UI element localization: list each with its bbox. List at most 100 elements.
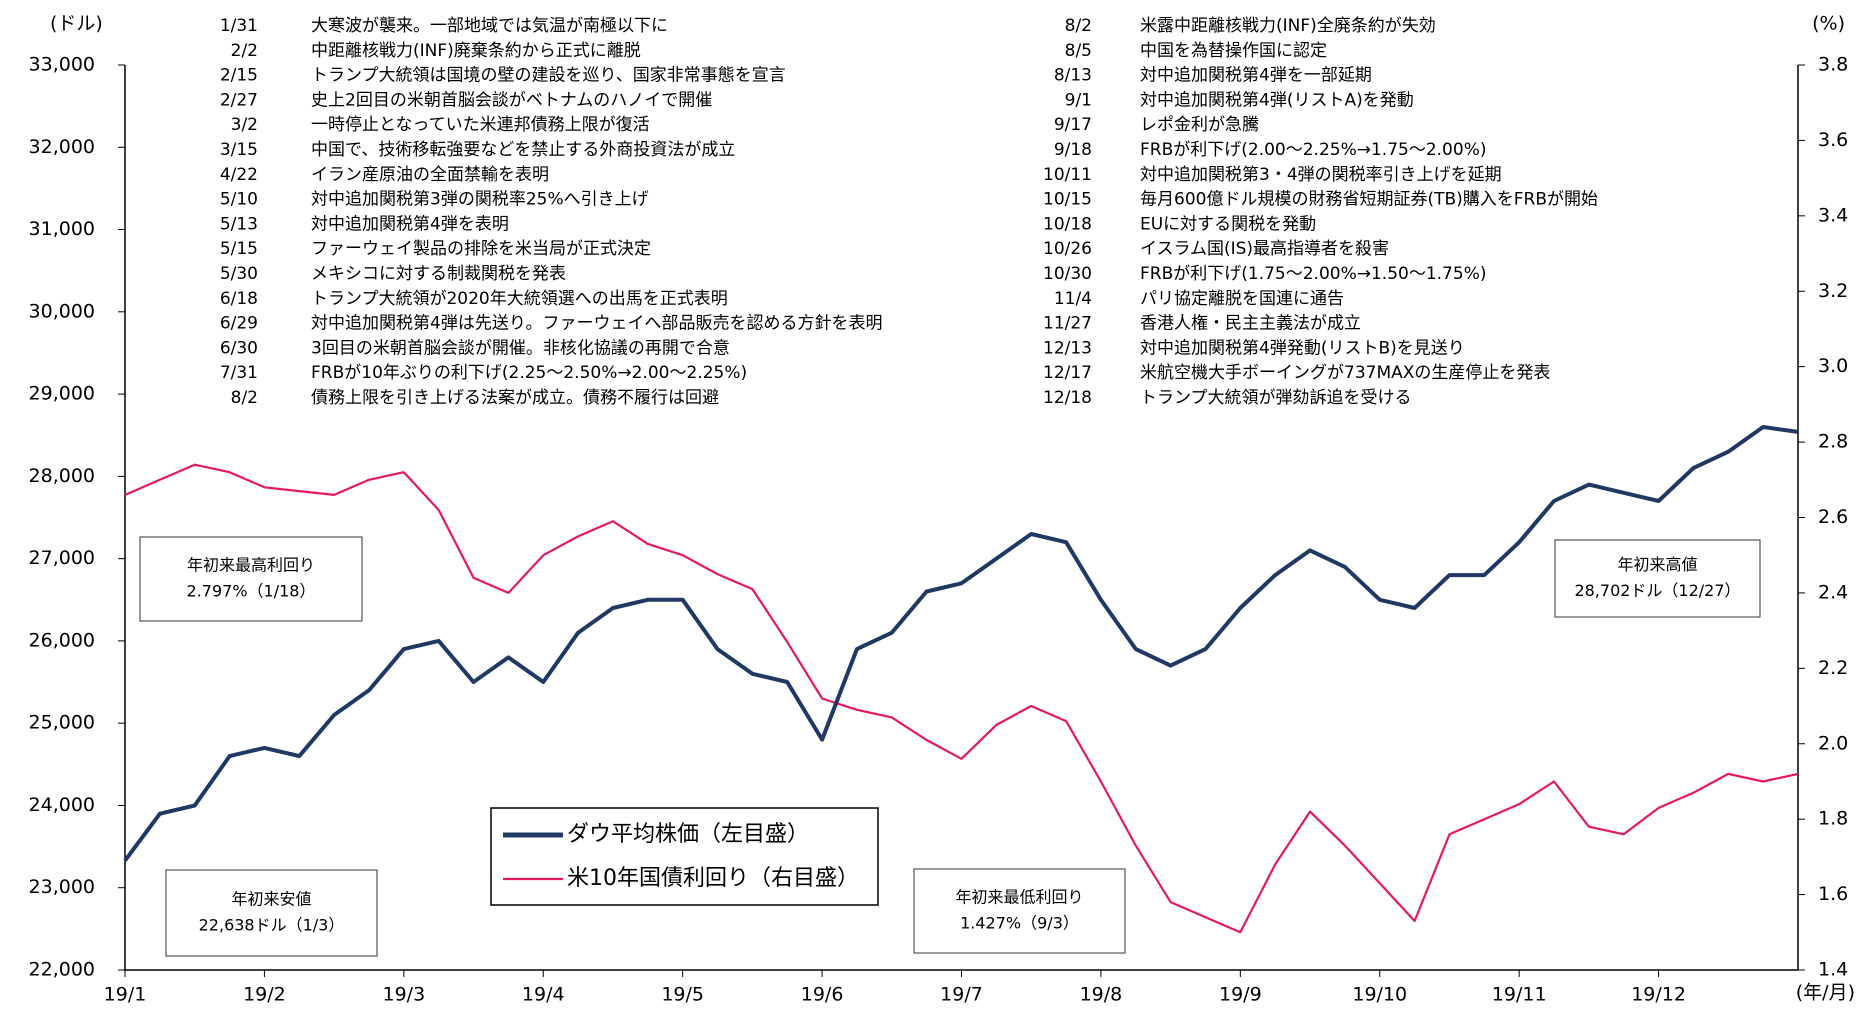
x-tick-label: 19/2 xyxy=(243,984,286,1006)
event-text: FRBが利下げ(1.75～2.00%→1.50～1.75%) xyxy=(1140,264,1486,284)
event-date: 10/26 xyxy=(1043,239,1092,259)
series-line xyxy=(124,463,1799,934)
event-text: EUに対する関税を発動 xyxy=(1140,214,1316,234)
callout-text: 年初来最低利回り xyxy=(955,888,1083,907)
event-text: ファーウェイ製品の排除を米当局が正式決定 xyxy=(311,239,651,259)
event-date: 12/13 xyxy=(1043,338,1092,358)
y2-tick-label: 1.8 xyxy=(1818,808,1848,830)
y-tick-label: 23,000 xyxy=(29,876,95,898)
event-date: 12/17 xyxy=(1043,363,1092,383)
callout-text: 22,638ドル（1/3） xyxy=(199,916,345,935)
event-date: 8/2 xyxy=(231,388,258,408)
event-text: 債務上限を引き上げる法案が成立。債務不履行は回避 xyxy=(311,388,719,408)
event-date: 8/13 xyxy=(1054,66,1092,86)
callout-text: 28,702ドル（12/27） xyxy=(1574,581,1740,600)
callout-box xyxy=(913,868,1126,954)
callout-text: 年初来安値 xyxy=(231,890,311,909)
y-tick-label: 32,000 xyxy=(29,136,95,158)
event-text: イスラム国(IS)最高指導者を殺害 xyxy=(1140,239,1389,259)
legend-box xyxy=(490,807,879,906)
y2-unit: (%) xyxy=(1812,13,1845,35)
event-text: 対中追加関税第4弾を一部延期 xyxy=(1140,66,1372,86)
event-date: 2/2 xyxy=(231,41,258,61)
y-tick-label: 24,000 xyxy=(29,794,95,816)
event-text: 対中追加関税第3・4弾の関税率引き上げを延期 xyxy=(1140,165,1502,185)
event-text: 対中追加関税第4弾は先送り。ファーウェイへ部品販売を認める方針を表明 xyxy=(311,314,882,334)
y2-tick-label: 2.0 xyxy=(1818,732,1848,754)
y-tick-label: 31,000 xyxy=(29,218,95,240)
event-date: 3/2 xyxy=(231,115,258,135)
event-text: 米露中距離核戦力(INF)全廃条約が失効 xyxy=(1140,16,1436,36)
event-date: 9/18 xyxy=(1054,140,1092,160)
x-tick-label: 19/6 xyxy=(801,984,844,1006)
callout-text: 年初来最高利回り xyxy=(187,556,315,575)
event-text: 一時停止となっていた米連邦債務上限が復活 xyxy=(311,115,650,135)
y2-tick-label: 2.8 xyxy=(1818,431,1848,453)
event-date: 12/18 xyxy=(1043,388,1092,408)
event-date: 4/22 xyxy=(220,165,258,185)
event-date: 10/11 xyxy=(1043,165,1092,185)
y-unit: (ドル) xyxy=(50,13,103,35)
y-tick-label: 27,000 xyxy=(29,547,95,569)
event-date: 7/31 xyxy=(220,363,258,383)
y-tick-label: 28,000 xyxy=(29,465,95,487)
x-tick-label: 19/7 xyxy=(940,984,983,1006)
event-text: FRBが10年ぶりの利下げ(2.25～2.50%→2.00～2.25%) xyxy=(311,363,747,383)
event-date: 8/5 xyxy=(1065,41,1092,61)
event-date: 5/30 xyxy=(220,264,258,284)
y2-tick-label: 1.4 xyxy=(1818,959,1848,981)
event-date: 1/31 xyxy=(220,16,258,36)
event-text: 毎月600億ドル規模の財務省短期証券(TB)購入をFRBが開始 xyxy=(1140,190,1598,210)
event-date: 8/2 xyxy=(1065,16,1092,36)
x-tick-label: 19/8 xyxy=(1080,984,1123,1006)
event-text: トランプ大統領が弾劾訴追を受ける xyxy=(1140,388,1412,408)
y-tick-label: 30,000 xyxy=(29,300,95,322)
y-tick-label: 33,000 xyxy=(29,54,95,76)
event-text: トランプ大統領は国境の壁の建設を巡り、国家非常事態を宣言 xyxy=(311,66,786,86)
x-tick-label: 19/10 xyxy=(1352,984,1407,1006)
x-tick-label: 19/3 xyxy=(382,984,425,1006)
x-tick-label: 19/1 xyxy=(104,984,147,1006)
y-tick-label: 22,000 xyxy=(29,959,95,981)
y2-tick-label: 3.4 xyxy=(1818,204,1848,226)
event-date: 6/30 xyxy=(220,338,258,358)
event-date: 9/17 xyxy=(1054,115,1092,135)
y-tick-label: 25,000 xyxy=(29,712,95,734)
legend-label: 米10年国債利回り（右目盛） xyxy=(567,866,859,891)
callout-text: 2.797%（1/18） xyxy=(187,582,316,601)
series-line xyxy=(123,425,1799,862)
event-text: メキシコに対する制裁関税を発表 xyxy=(311,264,566,284)
event-date: 11/4 xyxy=(1054,289,1092,309)
event-text: 3回目の米朝首脳会談が開催。非核化協議の再開で合意 xyxy=(311,338,730,358)
callout-box xyxy=(139,536,363,622)
y2-tick-label: 3.0 xyxy=(1818,355,1848,377)
event-text: レポ金利が急騰 xyxy=(1140,115,1259,135)
event-text: 対中追加関税第4弾を表明 xyxy=(311,214,509,234)
y-tick-label: 29,000 xyxy=(29,383,95,405)
event-date: 9/1 xyxy=(1065,90,1092,110)
event-date: 10/18 xyxy=(1043,214,1092,234)
event-text: 中国で、技術移転強要などを禁止する外商投資法が成立 xyxy=(311,140,735,160)
x-tick-label: 19/12 xyxy=(1631,984,1686,1006)
event-text: 香港人権・民主主義法が成立 xyxy=(1140,314,1361,334)
event-text: 対中追加関税第4弾発動(リストB)を見送り xyxy=(1140,338,1465,358)
y2-tick-label: 1.6 xyxy=(1818,883,1848,905)
event-date: 2/27 xyxy=(220,90,258,110)
y2-tick-label: 3.2 xyxy=(1818,280,1848,302)
legend-label: ダウ平均株価（左目盛） xyxy=(567,822,809,847)
event-date: 5/15 xyxy=(220,239,258,259)
x-tick-label: 19/9 xyxy=(1219,984,1262,1006)
event-date: 6/18 xyxy=(220,289,258,309)
x-tick-label: 19/5 xyxy=(661,984,704,1006)
event-date: 11/27 xyxy=(1043,314,1092,334)
event-text: 米航空機大手ボーイングが737MAXの生産停止を発表 xyxy=(1140,363,1550,383)
event-text: 中距離核戦力(INF)廃棄条約から正式に離脱 xyxy=(311,41,641,61)
event-date: 5/10 xyxy=(220,190,258,210)
y2-tick-label: 2.2 xyxy=(1818,657,1848,679)
y2-tick-label: 3.6 xyxy=(1818,129,1848,151)
event-text: トランプ大統領が2020年大統領選への出馬を正式表明 xyxy=(311,289,728,309)
y-tick-label: 26,000 xyxy=(29,629,95,651)
callout-box xyxy=(1554,539,1761,618)
callout-box xyxy=(165,869,378,957)
